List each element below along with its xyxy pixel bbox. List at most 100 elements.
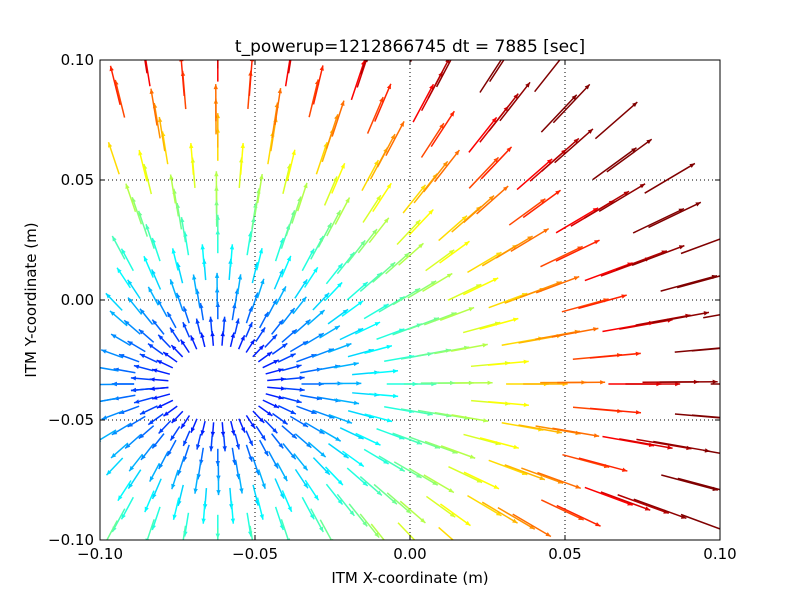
vector-arrow [291, 196, 302, 224]
vector-arrow [138, 328, 155, 343]
vector-arrow [354, 321, 381, 335]
vector-arrow [557, 380, 606, 385]
vector-arrow [130, 376, 152, 381]
vector-arrow [504, 464, 546, 481]
vector-arrow [540, 245, 583, 268]
vector-arrow [116, 267, 131, 289]
vector-arrow [169, 174, 177, 204]
vector-arrow [467, 251, 502, 274]
vector-arrow [541, 137, 580, 172]
vector-arrow [151, 506, 161, 531]
vector-arrow [180, 339, 190, 354]
vector-arrow [310, 508, 324, 533]
vector-arrow [589, 407, 642, 415]
vector-arrow [131, 197, 143, 225]
vector-arrow [327, 308, 349, 325]
vector-arrow [578, 294, 627, 310]
vector-arrow [192, 274, 198, 295]
vector-arrow [257, 469, 266, 490]
vector-arrow [454, 380, 493, 386]
vector-arrow [323, 176, 338, 206]
vector-arrow [508, 198, 546, 226]
vector-arrow [109, 65, 121, 106]
vector-arrow [144, 490, 155, 513]
vector-arrow [373, 483, 398, 505]
vector-arrow [480, 146, 513, 180]
vector-arrow [534, 60, 561, 93]
vector-field [100, 12, 720, 540]
vector-arrow [438, 215, 468, 242]
vector-arrow [488, 400, 529, 407]
vector-arrow [451, 414, 489, 423]
vector-arrow [252, 456, 260, 476]
vector-arrow [101, 410, 124, 420]
vector-arrow [487, 359, 529, 366]
vector-arrow [619, 438, 673, 450]
vector-arrow [120, 248, 134, 272]
vector-arrow [462, 277, 499, 296]
vector-arrow [396, 219, 421, 245]
vector-arrow [357, 228, 378, 254]
vector-arrow [258, 311, 269, 329]
vector-arrow [158, 451, 169, 470]
vector-arrow [425, 495, 456, 518]
vector-arrow [252, 410, 265, 424]
vector-arrow [169, 327, 181, 343]
vector-arrow [255, 326, 266, 343]
vector-arrow [130, 387, 152, 393]
vector-arrow [304, 421, 325, 435]
vector-arrow [222, 435, 227, 452]
vector-arrow [551, 327, 599, 338]
vector-arrow [440, 445, 476, 459]
vector-arrow [499, 81, 531, 122]
vector-arrow [124, 433, 142, 450]
vector-arrow [156, 359, 174, 369]
vector-arrow [170, 344, 184, 358]
vector-arrow [495, 235, 534, 259]
vector-arrow [256, 497, 264, 520]
vector-arrow [359, 475, 383, 496]
vector-arrow [535, 275, 580, 294]
vector-arrow [265, 393, 284, 400]
vector-arrow [245, 339, 256, 353]
vector-arrow [249, 525, 254, 540]
vector-arrow [237, 334, 246, 350]
vector-arrow [156, 399, 174, 409]
vector-arrow [166, 439, 177, 457]
vector-arrow [262, 359, 280, 369]
vector-arrow [255, 247, 264, 271]
vector-arrow [180, 415, 191, 429]
vector-arrow [281, 490, 293, 513]
vector-arrow [374, 83, 392, 122]
vector-arrow [468, 156, 500, 189]
vector-arrow [105, 457, 124, 476]
vector-arrow [281, 364, 302, 372]
y-tick-label: −0.05 [48, 411, 94, 429]
vector-arrow [171, 469, 179, 490]
vector-arrow [123, 319, 141, 335]
vector-arrow [193, 473, 199, 494]
vector-arrow [463, 195, 495, 224]
vector-arrow [274, 237, 285, 262]
y-tick-label: 0.00 [61, 291, 94, 309]
vector-arrow [488, 93, 519, 132]
vector-arrow [107, 141, 120, 175]
vector-arrow [677, 477, 720, 491]
vector-arrow [378, 455, 406, 472]
vector-arrow [346, 239, 366, 264]
vector-arrow [177, 457, 185, 476]
vector-arrow [427, 60, 450, 99]
vector-arrow [220, 331, 225, 346]
vector-arrow [195, 318, 202, 335]
vector-arrow [516, 158, 553, 191]
vector-arrow [341, 300, 364, 317]
vector-arrow [149, 462, 161, 483]
vector-arrow [214, 272, 220, 293]
vector-arrow [359, 272, 383, 293]
vector-arrow [139, 405, 158, 416]
vector-arrow [324, 281, 343, 302]
vector-arrow [252, 344, 265, 358]
vector-arrow [171, 410, 184, 424]
vector-arrow [213, 12, 217, 56]
vector-arrow [703, 313, 720, 319]
